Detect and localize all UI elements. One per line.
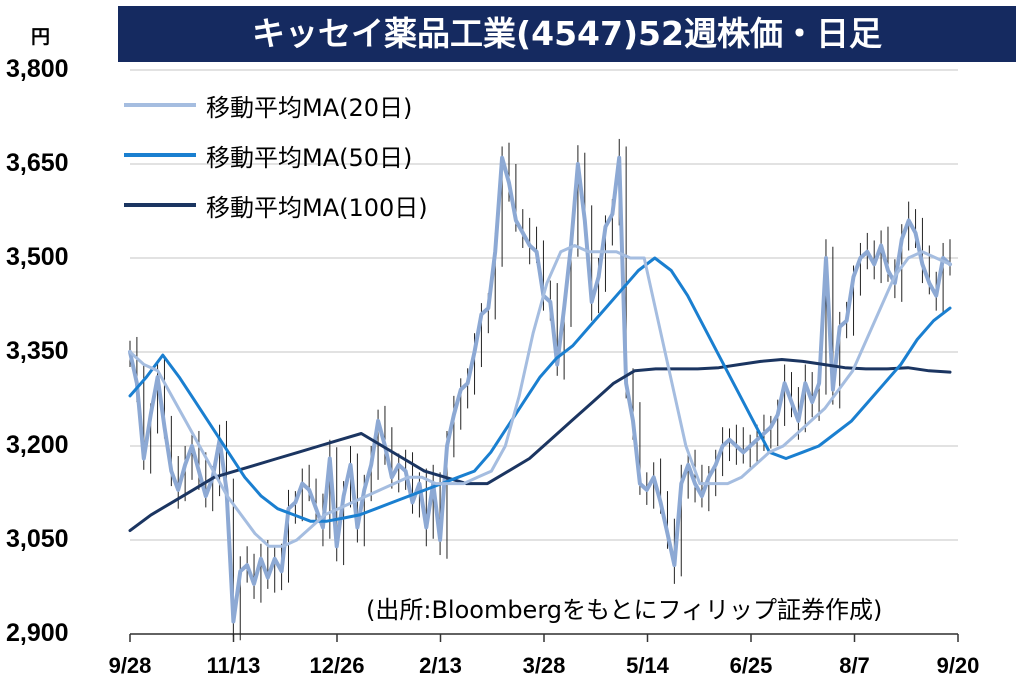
ma100-line <box>128 358 952 533</box>
x-tick-label: 8/7 <box>839 653 870 678</box>
source-note: (出所:Bloombergをもとにフィリップ証券作成) <box>366 596 883 624</box>
ma20-line <box>128 244 952 548</box>
y-tick-label: 3,050 <box>6 525 69 553</box>
y-axis-unit: 円 <box>31 26 51 48</box>
x-tick-label: 12/26 <box>309 653 365 678</box>
legend-label-ma20: 移動平均MA(20日) <box>206 93 413 122</box>
legend-item-ma100: 移動平均MA(100日) <box>124 188 428 222</box>
y-tick-label: 3,200 <box>6 431 69 459</box>
y-tick-label: 3,650 <box>6 149 69 177</box>
x-tick-label: 6/25 <box>729 653 773 678</box>
legend-label-ma50: 移動平均MA(50日) <box>206 143 413 172</box>
ma50-line <box>128 256 952 523</box>
price-line <box>128 155 952 624</box>
x-tick-label: 2/13 <box>419 653 462 678</box>
legend-swatch-ma100 <box>124 203 196 207</box>
y-tick-label: 3,350 <box>6 337 69 365</box>
legend-swatch-ma20 <box>124 103 196 107</box>
x-tick-label: 9/28 <box>108 653 152 678</box>
y-tick-label: 2,900 <box>6 619 69 647</box>
legend-item-ma50: 移動平均MA(50日) <box>124 138 412 172</box>
legend-swatch-ma50 <box>124 153 196 157</box>
x-tick-label: 5/14 <box>626 653 669 678</box>
y-tick-label: 3,800 <box>6 55 69 83</box>
x-tick-label: 9/20 <box>936 653 980 678</box>
legend-item-ma20: 移動平均MA(20日) <box>124 88 412 122</box>
x-tick-label: 3/28 <box>522 653 566 678</box>
x-tick-label: 11/13 <box>206 653 261 678</box>
chart-title: キッセイ薬品工業(4547)52週株価・日足 <box>118 6 1016 62</box>
y-tick-label: 3,500 <box>6 243 69 271</box>
legend-label-ma100: 移動平均MA(100日) <box>206 193 428 222</box>
